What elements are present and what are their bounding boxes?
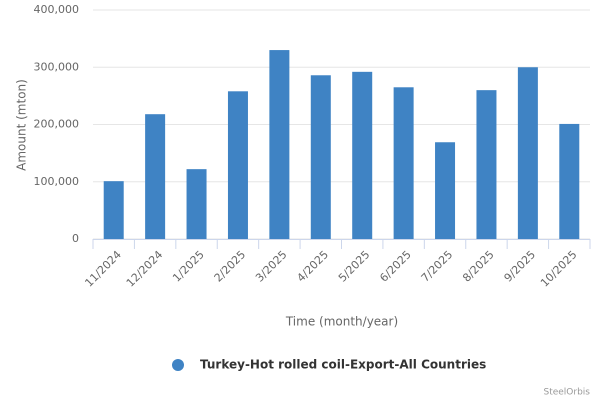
bar [186,169,207,239]
x-tick-label: 2/2025 [212,248,249,285]
bar [393,87,414,239]
x-axis-title: Time (month/year) [285,315,398,329]
y-tick-label: 0 [72,232,79,245]
bar [103,181,124,239]
x-tick-label: 7/2025 [419,248,456,285]
bar [310,75,331,239]
x-tick-label: 11/2024 [82,248,124,290]
y-tick-label: 300,000 [34,60,80,73]
bar [227,91,248,239]
bar [269,50,290,240]
y-axis-title: Amount (mton) [15,79,29,171]
x-tick-label: 6/2025 [377,248,414,285]
y-tick-label: 400,000 [34,3,80,16]
y-tick-label: 100,000 [34,175,80,188]
bar [476,90,497,240]
bar [435,142,456,239]
x-tick-label: 3/2025 [253,248,290,285]
bar [559,123,580,239]
y-tick-label: 200,000 [34,118,80,131]
legend-label: Turkey-Hot rolled coil-Export-All Countr… [200,358,486,372]
x-tick-label: 4/2025 [294,248,331,285]
legend-marker [172,359,184,371]
x-tick-label: 5/2025 [336,248,373,285]
x-tick-label: 12/2024 [124,248,166,290]
x-tick-label: 9/2025 [502,248,539,285]
x-tick-label: 1/2025 [170,248,207,285]
x-tick-label: 8/2025 [460,248,497,285]
credits: SteelOrbis [543,388,590,398]
bar [352,71,373,239]
bar [145,114,166,239]
x-tick-label: 10/2025 [538,248,580,290]
bar [517,67,538,239]
